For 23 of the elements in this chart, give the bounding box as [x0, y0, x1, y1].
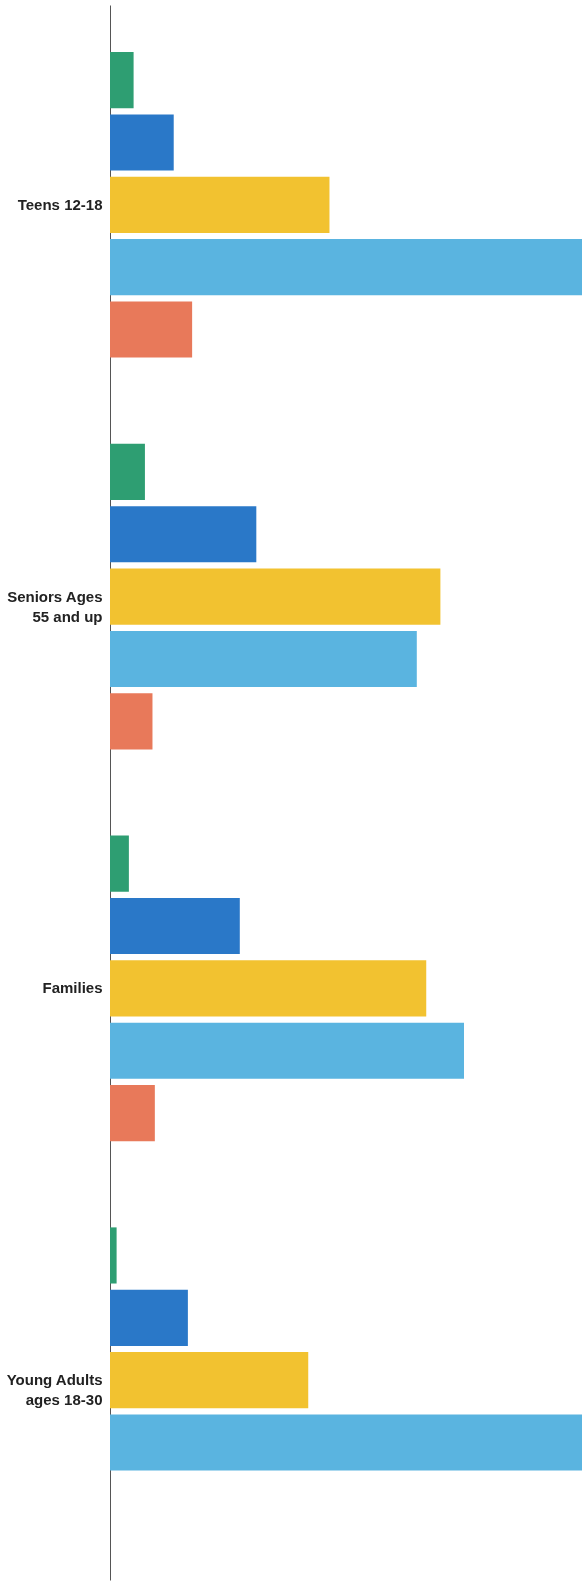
bar	[110, 1352, 309, 1409]
bar	[110, 1289, 188, 1346]
bar	[110, 630, 417, 688]
bar	[110, 693, 153, 750]
bar	[110, 1227, 117, 1284]
bar	[110, 960, 427, 1017]
bar	[110, 176, 330, 233]
y-tick-label: Young Adults ages 18-30	[6, 1371, 103, 1409]
y-tick-label: Families	[42, 979, 103, 997]
bar	[110, 835, 129, 892]
y-tick-label: Seniors Ages 55 and up	[7, 587, 103, 625]
bar	[110, 568, 441, 625]
bar	[110, 443, 145, 500]
bar	[110, 1414, 582, 1471]
bar	[110, 1085, 155, 1142]
y-tick-label: Teens 12-18	[17, 195, 103, 213]
bar	[110, 52, 134, 109]
bar	[110, 301, 193, 358]
bar	[110, 897, 240, 955]
bar	[110, 114, 174, 171]
bar	[110, 506, 257, 563]
bar	[110, 1022, 464, 1079]
bar	[110, 239, 582, 296]
